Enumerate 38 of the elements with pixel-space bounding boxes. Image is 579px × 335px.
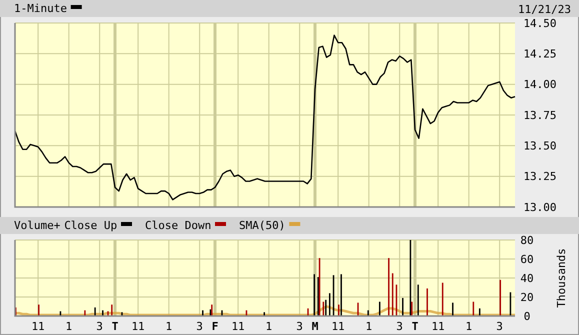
x-tick-label: 11: [331, 320, 345, 333]
x-tick-label: 1: [266, 320, 272, 333]
y-tick-label: 13.25: [523, 170, 557, 184]
x-tick-label: 1: [366, 320, 372, 333]
y-tick-label: 80: [520, 234, 534, 247]
y-tick-label: 0: [524, 310, 530, 323]
y-tick-label: 14.25: [523, 48, 557, 61]
x-tick-label: 11: [431, 320, 445, 333]
legend-label: Close Down: [145, 219, 212, 232]
x-tick-label: 3: [196, 320, 203, 333]
y-tick-label: 13.75: [523, 108, 557, 122]
y-tick-label: 40: [520, 272, 534, 285]
y-tick-label: 60: [520, 252, 534, 266]
x-tick-label: T: [112, 320, 119, 333]
legend-label: SMA(50): [239, 219, 286, 232]
y-tick-label: 13.50: [523, 140, 557, 153]
y-tick-label: 14.50: [523, 16, 557, 30]
y-axis-title: Thousands: [555, 248, 568, 308]
x-tick-label: M: [312, 320, 319, 333]
x-tick-label: 3: [396, 320, 403, 333]
x-tick-label: T: [412, 320, 419, 333]
x-tick-label: 3: [96, 320, 103, 333]
x-tick-label: 1: [66, 320, 72, 333]
y-tick-label: 13.00: [523, 200, 557, 214]
x-tick-label: 11: [131, 320, 145, 333]
x-tick-label: 1: [166, 320, 172, 333]
x-tick-label: 3: [496, 320, 503, 333]
legend-title: Volume+: [14, 219, 61, 232]
y-tick-label: 14.00: [523, 78, 557, 92]
legend-label: 1-Minute: [14, 2, 67, 15]
x-tick-label: 3: [296, 320, 303, 333]
text: 11/21/23: [518, 3, 571, 16]
x-tick-label: 11: [231, 320, 245, 333]
x-tick-label: F: [212, 320, 218, 333]
legend-label: Close Up: [64, 219, 118, 232]
x-tick-label: 11: [31, 320, 45, 333]
y-tick-label: 20: [520, 290, 534, 304]
x-tick-label: 1: [466, 320, 472, 333]
